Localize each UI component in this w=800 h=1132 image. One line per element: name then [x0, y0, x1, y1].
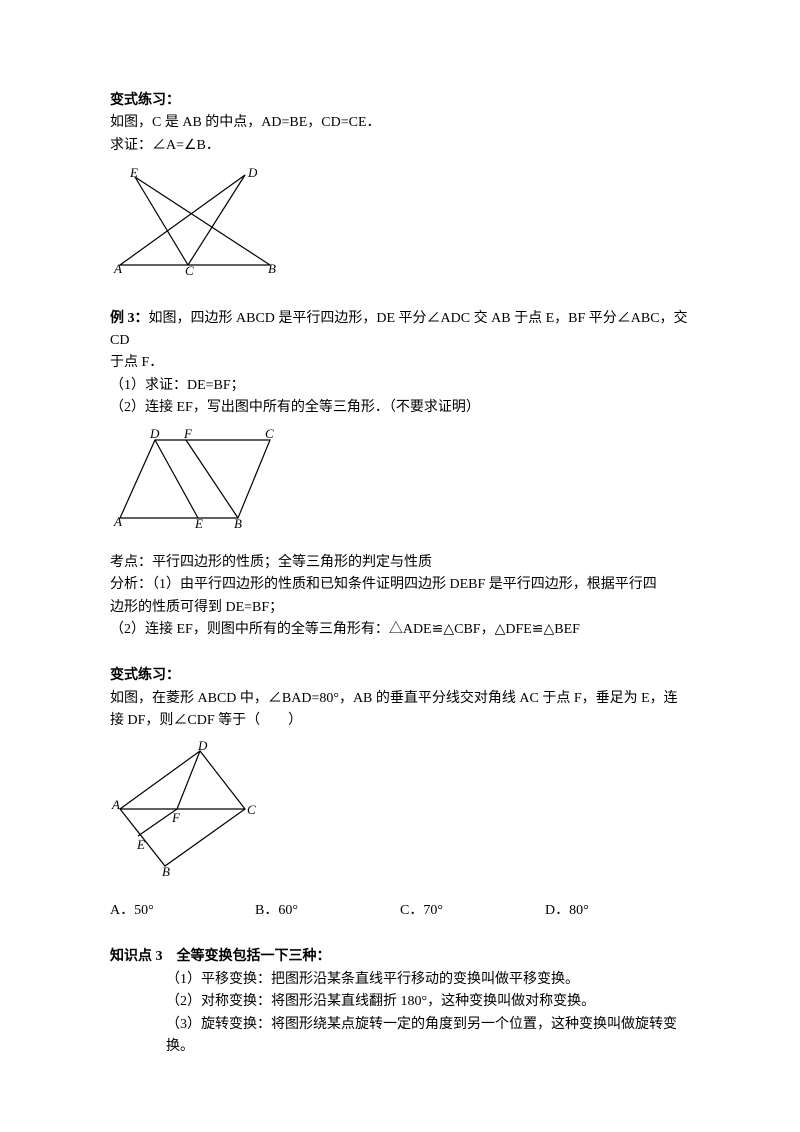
label-B: B [234, 516, 242, 528]
label-F: F [183, 428, 193, 441]
label-F: F [171, 810, 181, 825]
section-example-3: 例 3：如图，四边形 ABCD 是平行四边形，DE 平分∠ADC 交 AB 于点… [110, 308, 690, 642]
option-c: C．70° [400, 900, 545, 922]
section1-line1: 如图，C 是 AB 的中点，AD=BE，CD=CE． [110, 112, 690, 134]
section3-diagram: D A F C E B [110, 741, 690, 884]
section3-line2: 接 DF，则∠CDF 等于（ ） [110, 710, 690, 732]
section2-diagram: D F C A E B [110, 428, 690, 536]
label-E: E [194, 516, 203, 528]
section3-title: 变式练习： [110, 665, 690, 687]
section2-line8: （2）连接 EF，则图中所有的全等三角形有：△ADE≌△CBF，△DFE≌△BE… [110, 619, 690, 641]
section-knowledge-point-3: 知识点 3 全等变换包括一下三种： （1）平移变换：把图形沿某条直线平行移动的变… [110, 946, 690, 1058]
label-E: E [136, 837, 145, 852]
section2-line4: （2）连接 EF，写出图中所有的全等三角形．（不要求证明） [110, 397, 690, 419]
section1-diagram: E D A C B [110, 165, 690, 283]
label-B: B [268, 261, 276, 275]
section3-options: A．50° B．60° C．70° D．80° [110, 900, 690, 922]
label-C: C [185, 263, 194, 275]
section2-line5: 考点：平行四边形的性质；全等三角形的判定与性质 [110, 552, 690, 574]
section4-title: 知识点 3 全等变换包括一下三种： [110, 946, 690, 968]
section4-line3: （3）旋转变换：将图形绕某点旋转一定的角度到另一个位置，这种变换叫做旋转变换。 [110, 1014, 690, 1059]
section3-line1: 如图，在菱形 ABCD 中，∠BAD=80°，AB 的垂直平分线交对角线 AC … [110, 688, 690, 710]
label-A: A [111, 797, 120, 812]
option-a: A．50° [110, 900, 255, 922]
section2-title-prefix: 例 3： [110, 311, 149, 326]
section-variant-practice-2: 变式练习： 如图，在菱形 ABCD 中，∠BAD=80°，AB 的垂直平分线交对… [110, 665, 690, 922]
section1-title: 变式练习： [110, 90, 690, 112]
label-C: C [265, 428, 274, 441]
option-d: D．80° [545, 900, 690, 922]
label-E: E [129, 165, 138, 180]
label-C: C [247, 802, 256, 817]
section4-line1: （1）平移变换：把图形沿某条直线平行移动的变换叫做平移变换。 [110, 969, 690, 991]
section2-line7: 边形的性质可得到 DE=BF； [110, 597, 690, 619]
section2-line2: 于点 F． [110, 352, 690, 374]
option-b: B．60° [255, 900, 400, 922]
label-D: D [149, 428, 160, 441]
label-B: B [162, 864, 170, 876]
section2-title-rest: 如图，四边形 ABCD 是平行四边形，DE 平分∠ADC 交 AB 于点 E，B… [110, 311, 688, 348]
section4-line2: （2）对称变换：将图形沿某直线翻折 180°，这种变换叫做对称变换。 [110, 991, 690, 1013]
label-D: D [197, 741, 208, 753]
label-D: D [247, 165, 258, 180]
section2-line6: 分析：（1）由平行四边形的性质和已知条件证明四边形 DEBF 是平行四边形，根据… [110, 574, 690, 596]
section2-title: 例 3：如图，四边形 ABCD 是平行四边形，DE 平分∠ADC 交 AB 于点… [110, 308, 690, 353]
section-variant-practice-1: 变式练习： 如图，C 是 AB 的中点，AD=BE，CD=CE． 求证：∠A=∠… [110, 90, 690, 284]
label-A: A [113, 261, 122, 275]
label-A: A [113, 514, 122, 528]
section2-line3: （1）求证：DE=BF； [110, 375, 690, 397]
section1-line2: 求证：∠A=∠B． [110, 135, 690, 157]
